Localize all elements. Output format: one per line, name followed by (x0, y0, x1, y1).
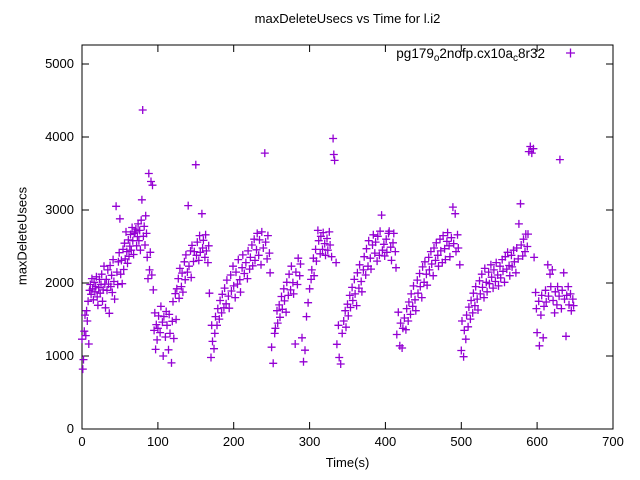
x-axis-label: Time(s) (325, 455, 370, 470)
x-tick-label: 100 (146, 434, 169, 449)
y-tick-label: 2000 (45, 275, 74, 290)
x-tick-label: 700 (602, 434, 624, 449)
legend: pg179o2nofp.cx10ac8r32 (0, 46, 545, 64)
x-tick-label: 500 (450, 434, 473, 449)
axis-ticks (81, 45, 614, 430)
y-tick-label: 1000 (45, 348, 74, 363)
y-tick-label: 0 (66, 421, 74, 436)
x-tick-label: 0 (78, 434, 86, 449)
y-tick-label: 4000 (45, 129, 74, 144)
legend-label: pg179o2nofp.cx10ac8r32 (396, 46, 545, 64)
data-points (78, 106, 578, 374)
legend-marker-icon (566, 48, 575, 58)
plot-border (81, 44, 614, 430)
x-tick-label: 300 (298, 434, 321, 449)
x-tick-label: 400 (374, 434, 397, 449)
x-tick-label: 600 (526, 434, 548, 449)
y-tick-label: 5000 (45, 56, 74, 71)
y-tick-label: 3000 (45, 202, 74, 217)
chart-title: maxDeleteUsecs vs Time for l.i2 (254, 11, 441, 26)
x-tick-label: 200 (222, 434, 245, 449)
